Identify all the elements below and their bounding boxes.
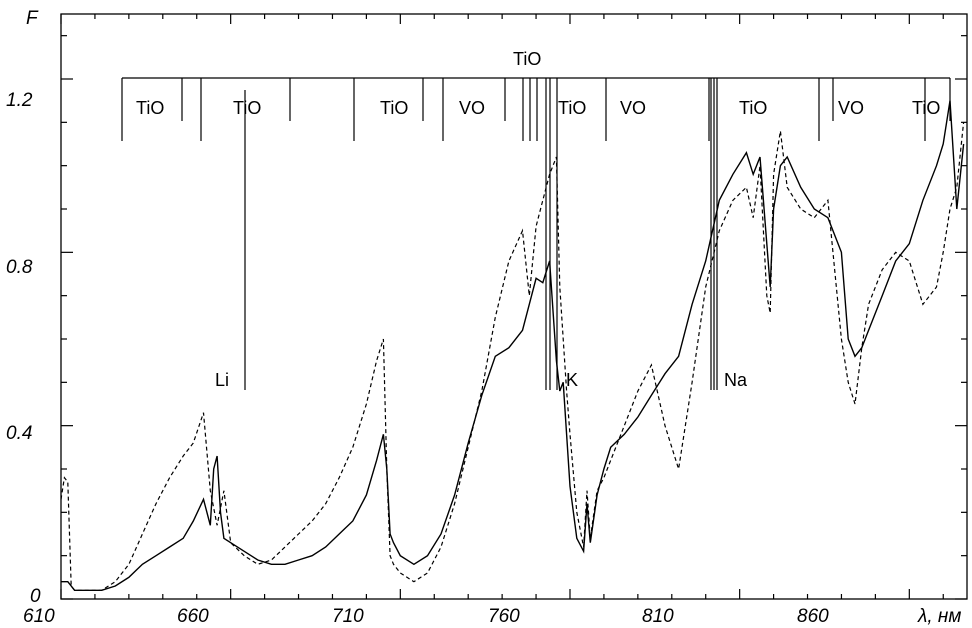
spectrum-line-dashed [60,122,965,591]
k-label: K [566,370,578,390]
y-tick-label-0.8: 0.8 [6,257,33,278]
band-label: VO [459,98,485,118]
y-tick-label-1.2: 1.2 [6,90,33,111]
x-tick-label-660: 660 [177,606,209,627]
y-tick-label-0: 0 [30,586,41,607]
band-label: VO [838,98,864,118]
x-tick-label-760: 760 [488,606,520,627]
band-label: TiO [233,98,261,118]
band-markers [121,77,951,390]
spectrum-line-solid [61,100,965,591]
x-axis-label: λ, нм [917,606,961,627]
band-label: TiO [739,98,767,118]
y-tick-label-0.4: 0.4 [6,423,32,444]
band-label: TiO [912,98,940,118]
x-tick-label-710: 710 [332,606,364,627]
x-tick-label-610: 610 [23,606,55,627]
na-label: Na [724,370,748,390]
y-axis-label: F [26,8,39,29]
band-label: TiO [558,98,586,118]
axis-ticks [60,14,967,600]
li-label: Li [215,370,229,390]
band-label-top: TiO [513,49,541,69]
band-label: VO [620,98,646,118]
x-tick-label-810: 810 [642,606,674,627]
band-label: TiO [380,98,408,118]
plot-frame [60,13,968,600]
series-layer [60,100,965,591]
x-tick-label-860: 860 [797,606,829,627]
band-label: TiO [136,98,164,118]
